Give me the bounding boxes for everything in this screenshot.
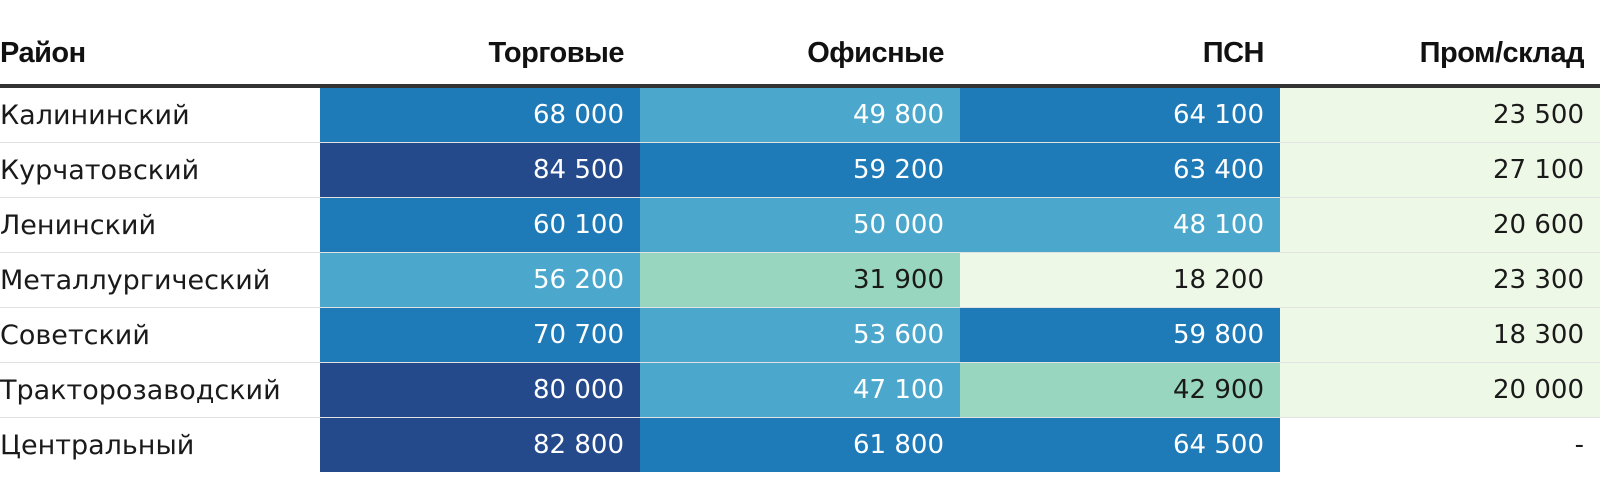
heatmap-cell: 61 800 xyxy=(640,417,960,472)
district-name: Центральный xyxy=(0,417,320,472)
heatmap-cell: 63 400 xyxy=(960,142,1280,198)
heatmap-cell: 27 100 xyxy=(1280,142,1600,198)
district-name: Курчатовский xyxy=(0,142,320,198)
heatmap-cell: 53 600 xyxy=(640,307,960,363)
table-row: Советский 70 700 53 600 59 800 18 300 xyxy=(0,307,1600,363)
table-row: Ленинский 60 100 50 000 48 100 20 600 xyxy=(0,197,1600,253)
table-row: Металлургический 56 200 31 900 18 200 23 300 xyxy=(0,252,1600,308)
column-header-retail: Торговые xyxy=(320,22,640,88)
district-name: Тракторозаводский xyxy=(0,362,320,418)
heatmap-cell: 82 800 xyxy=(320,417,640,472)
heatmap-cell: 59 800 xyxy=(960,307,1280,363)
table-body: Калининский 68 000 49 800 64 100 23 500 Курча… xyxy=(0,86,1600,472)
heatmap-cell: 64 500 xyxy=(960,417,1280,472)
column-header-industrial: Пром/склад xyxy=(1280,22,1600,88)
heatmap-cell: 80 000 xyxy=(320,362,640,418)
district-name: Калининский xyxy=(0,86,320,143)
heatmap-cell: 23 300 xyxy=(1280,252,1600,308)
heatmap-cell: 20 600 xyxy=(1280,197,1600,253)
heatmap-cell: 50 000 xyxy=(640,197,960,253)
heatmap-cell: 18 200 xyxy=(960,252,1280,308)
district-name: Металлургический xyxy=(0,252,320,308)
column-header-psn: ПСН xyxy=(960,22,1280,88)
district-name: Ленинский xyxy=(0,197,320,253)
heatmap-cell: 42 900 xyxy=(960,362,1280,418)
header-row: Район Торговые Офисные ПСН Пром/склад xyxy=(0,22,1600,88)
heatmap-cell: 60 100 xyxy=(320,197,640,253)
heatmap-cell: 49 800 xyxy=(640,86,960,143)
table-row: Калининский 68 000 49 800 64 100 23 500 xyxy=(0,86,1600,143)
heatmap-cell: 56 200 xyxy=(320,252,640,308)
heatmap-cell: 70 700 xyxy=(320,307,640,363)
heatmap-cell: 84 500 xyxy=(320,142,640,198)
district-name: Советский xyxy=(0,307,320,363)
heatmap-cell: - xyxy=(1280,417,1600,472)
column-header-district: Район xyxy=(0,22,320,88)
heatmap-cell: 47 100 xyxy=(640,362,960,418)
price-heatmap-table: Район Торговые Офисные ПСН Пром/склад Ка… xyxy=(0,22,1600,472)
heatmap-cell: 48 100 xyxy=(960,197,1280,253)
table-row: Курчатовский 84 500 59 200 63 400 27 100 xyxy=(0,142,1600,198)
heatmap-cell: 68 000 xyxy=(320,86,640,143)
column-header-office: Офисные xyxy=(640,22,960,88)
table-row: Тракторозаводский 80 000 47 100 42 900 20 00… xyxy=(0,362,1600,418)
heatmap-cell: 23 500 xyxy=(1280,86,1600,143)
heatmap-cell: 31 900 xyxy=(640,252,960,308)
table-row: Центральный 82 800 61 800 64 500- xyxy=(0,417,1600,472)
heatmap-cell: 59 200 xyxy=(640,142,960,198)
heatmap-cell: 18 300 xyxy=(1280,307,1600,363)
heatmap-cell: 64 100 xyxy=(960,86,1280,143)
heatmap-cell: 20 000 xyxy=(1280,362,1600,418)
